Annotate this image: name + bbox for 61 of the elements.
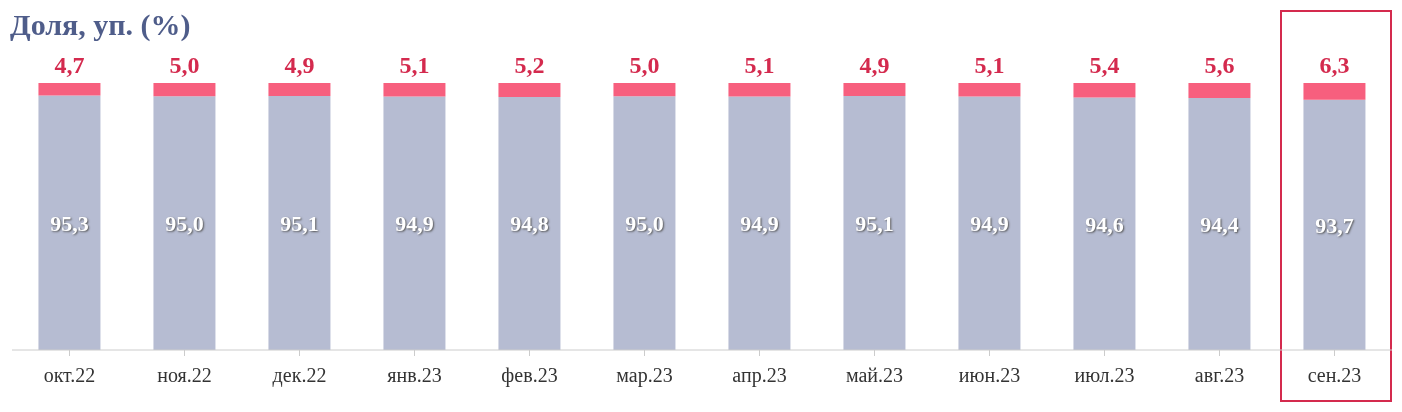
bar [1073, 97, 1136, 350]
data-label: 6,3 [1319, 52, 1350, 78]
bar [383, 83, 446, 97]
x-tick-label: дек.22 [272, 364, 327, 388]
chart-title: Доля, уп. (%) [10, 8, 191, 42]
data-label: 5,1 [744, 52, 775, 78]
bar [1073, 83, 1136, 98]
bar [268, 83, 331, 97]
x-tick-label: апр.23 [732, 364, 787, 388]
bar [498, 96, 561, 350]
x-tick-label: фев.23 [501, 364, 558, 388]
x-tick-label: июн.23 [958, 364, 1021, 387]
data-label: 95,0 [625, 211, 664, 237]
bar [613, 96, 676, 350]
data-label: 5,2 [514, 52, 545, 78]
data-label: 5,0 [169, 52, 200, 78]
data-label: 5,4 [1089, 52, 1120, 78]
data-label: 4,9 [284, 52, 315, 78]
data-label: 5,6 [1204, 52, 1235, 78]
bar [843, 83, 906, 97]
bar [728, 96, 791, 350]
bar [728, 83, 791, 97]
data-label: 5,1 [974, 52, 1005, 78]
x-tick-label: мар.23 [616, 364, 673, 388]
x-tick-label: июл.23 [1074, 364, 1135, 387]
bar [958, 96, 1021, 350]
bar [1303, 99, 1366, 350]
bar [958, 83, 1021, 97]
bar [153, 96, 216, 350]
bar [383, 96, 446, 350]
data-label: 95,1 [855, 211, 894, 237]
bar [613, 83, 676, 97]
data-label: 94,4 [1200, 211, 1239, 237]
x-tick-label: янв.23 [387, 364, 442, 387]
data-label: 94,6 [1085, 211, 1124, 237]
bar [153, 83, 216, 97]
x-tick-label: авг.23 [1194, 364, 1245, 387]
data-label: 94,8 [510, 211, 549, 237]
x-tick-label: окт.22 [43, 364, 96, 387]
x-tick-label: ноя.22 [157, 364, 212, 387]
bar [1303, 83, 1366, 100]
data-label: 4,7 [54, 52, 85, 78]
data-label: 95,0 [165, 211, 204, 237]
data-label: 94,9 [395, 211, 434, 237]
bar [1188, 97, 1251, 350]
data-label: 93,7 [1315, 212, 1354, 238]
bar [268, 96, 331, 350]
bar [38, 83, 101, 96]
data-label: 94,9 [740, 211, 779, 237]
bar [38, 95, 101, 350]
data-label: 94,9 [970, 211, 1009, 237]
data-label: 95,1 [280, 211, 319, 237]
data-label: 5,1 [399, 52, 430, 78]
data-label: 95,3 [50, 210, 89, 236]
data-label: 4,9 [859, 52, 890, 78]
bar [1188, 83, 1251, 98]
x-tick-label: май.23 [845, 364, 904, 387]
data-label: 5,0 [629, 52, 660, 78]
bar [498, 83, 561, 97]
bar [843, 96, 906, 350]
x-tick-label: сен.23 [1307, 364, 1362, 387]
